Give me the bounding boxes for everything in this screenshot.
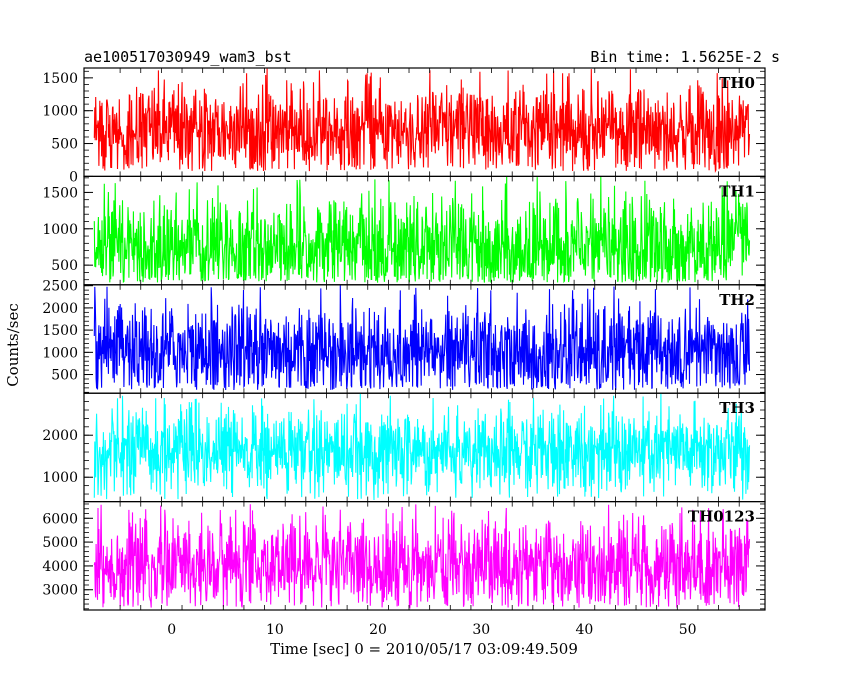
series-line-th1 [93,176,751,284]
panel-frame [83,284,766,394]
panel-th2: 500 1000 1500 2000 2500 TH2 [42,279,766,394]
y-tick-label: 1000 [42,345,78,361]
y-tick-label: 1500 [42,71,78,87]
y-tick-label: 500 [51,137,78,153]
panel-label-th3: TH3 [719,399,755,417]
panel-th3: 1000 2000 TH3 [42,392,766,503]
panel-label-th1: TH1 [719,182,755,200]
y-tick-label: 1000 [42,104,78,120]
x-tick-label: 0 [167,622,176,638]
y-tick-label: 2000 [42,428,78,444]
y-axis-label: Counts/sec [4,303,22,387]
y-tick-label: 500 [51,258,78,274]
y-tick-label: 1500 [42,185,78,201]
y-tick-label: 4000 [42,559,78,575]
series-line-th3 [93,393,751,501]
series-line-th2 [93,285,751,391]
x-axis: 0 10 20 30 40 50 [167,622,696,638]
panel-label-th2: TH2 [719,291,755,309]
panel-th0: 0 500 1000 1500 TH0 [42,67,766,185]
y-tick-label: 1500 [42,323,78,339]
panel-th1: 500 1000 1500 TH1 [42,175,766,286]
panel-label-th0123: TH0123 [688,508,755,526]
y-tick-label: 2000 [42,301,78,317]
y-tick-label: 3000 [42,583,78,599]
x-tick-label: 30 [472,622,490,638]
y-tick-label: 1000 [42,470,78,486]
panel-label-th0: TH0 [719,74,755,92]
chart-title: ae100517030949_wam3_bst [84,48,292,66]
y-tick-label: 2500 [42,279,78,295]
y-tick-label: 500 [51,368,78,384]
panel-frame [83,501,766,611]
y-tick-label: 1000 [42,222,78,238]
x-axis-label: Time [sec] 0 = 2010/05/17 03:09:49.509 [270,640,578,658]
panels-group: 0 500 1000 1500 TH0 500 1000 1500 TH1 500 1000 1500… [42,67,766,611]
y-tick-label: 6000 [42,511,78,527]
x-tick-label: 20 [369,622,387,638]
x-tick-label: 50 [679,622,697,638]
chart-subtitle: Bin time: 1.5625E-2 s [590,48,780,66]
series-line-th0123 [93,504,751,609]
x-tick-label: 40 [576,622,594,638]
y-tick-label: 0 [69,169,78,185]
series-line-th0 [93,68,751,173]
y-tick-label: 5000 [42,535,78,551]
panel-th0123: 3000 4000 5000 6000 TH0123 [42,501,766,611]
x-tick-label: 10 [266,622,284,638]
